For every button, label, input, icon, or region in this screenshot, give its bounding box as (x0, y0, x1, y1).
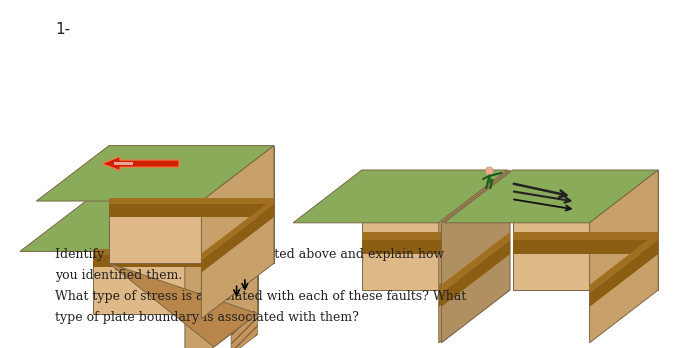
Polygon shape (92, 196, 258, 314)
Circle shape (485, 167, 494, 175)
Polygon shape (444, 170, 658, 223)
Polygon shape (92, 248, 258, 255)
Polygon shape (512, 240, 658, 254)
Polygon shape (439, 170, 507, 343)
Text: Identify each type of faults illustrated above and explain how: Identify each type of faults illustrated… (55, 248, 445, 261)
Polygon shape (109, 204, 274, 217)
Text: What type of stress is associated with each of these faults? What: What type of stress is associated with e… (55, 290, 466, 303)
Polygon shape (231, 314, 258, 348)
Polygon shape (202, 204, 274, 272)
Polygon shape (109, 145, 274, 263)
Text: 1-: 1- (55, 22, 70, 37)
Polygon shape (362, 232, 508, 240)
Polygon shape (362, 170, 508, 290)
Polygon shape (589, 240, 658, 307)
Polygon shape (20, 196, 258, 252)
Polygon shape (92, 255, 258, 267)
Text: type of plate boundary is associated with them?: type of plate boundary is associated wit… (55, 311, 359, 324)
Polygon shape (362, 240, 508, 254)
Polygon shape (589, 232, 658, 293)
Polygon shape (202, 145, 274, 319)
Text: you identified them.: you identified them. (55, 269, 182, 282)
Polygon shape (185, 255, 258, 323)
Polygon shape (185, 248, 258, 310)
Polygon shape (185, 196, 258, 348)
Polygon shape (512, 170, 658, 290)
Polygon shape (36, 145, 274, 201)
Polygon shape (202, 198, 274, 260)
Polygon shape (109, 263, 258, 347)
Polygon shape (439, 240, 507, 307)
Polygon shape (512, 232, 658, 240)
Polygon shape (293, 170, 508, 223)
FancyArrow shape (102, 157, 179, 171)
FancyArrow shape (113, 162, 133, 165)
Polygon shape (589, 170, 658, 343)
Polygon shape (439, 232, 507, 293)
Polygon shape (442, 170, 510, 343)
Polygon shape (109, 198, 274, 204)
Polygon shape (442, 240, 510, 307)
Polygon shape (442, 232, 510, 293)
